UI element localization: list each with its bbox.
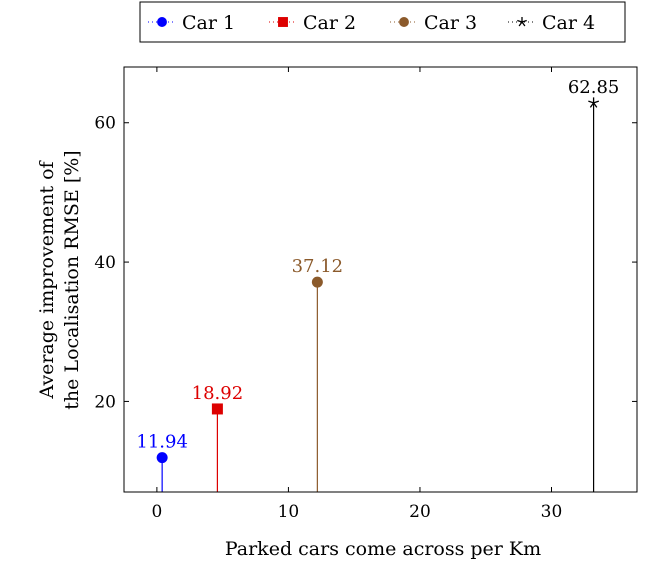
- marker-car-4: [588, 97, 600, 108]
- data-label-car-4: 62.85: [568, 77, 620, 98]
- x-tick-label: 20: [409, 502, 431, 522]
- legend-label-car-2: Car 2: [303, 12, 356, 34]
- legend-label-car-1: Car 1: [182, 12, 235, 34]
- plot-area: [123, 66, 638, 493]
- legend-label-car-4: Car 4: [542, 12, 595, 34]
- legend: Car 1 Car 2 Car 3 Car 4: [139, 1, 626, 43]
- data-label-car-1: 11.94: [136, 432, 188, 453]
- x-tick-label: 10: [278, 502, 300, 522]
- x-tick-label: 30: [541, 502, 563, 522]
- legend-box: [139, 1, 626, 43]
- legend-marker-car-2: [278, 17, 288, 27]
- legend-marker-car-3: [399, 17, 409, 27]
- legend-label-car-3: Car 3: [424, 12, 477, 34]
- data-label-car-3: 37.12: [292, 256, 344, 277]
- y-tick-label: 40: [94, 253, 116, 273]
- data-label-car-2: 18.92: [192, 383, 244, 404]
- x-axis-label: Parked cars come across per Km: [225, 538, 541, 560]
- legend-marker-car-4: [517, 17, 527, 27]
- marker-car-1: [156, 452, 168, 464]
- y-tick-label: 60: [94, 114, 116, 134]
- x-tick-label: 0: [151, 502, 162, 522]
- legend-marker-car-1: [157, 17, 167, 27]
- marker-car-2: [211, 403, 223, 415]
- marker-car-3: [311, 276, 323, 288]
- y-tick-label: 20: [94, 392, 116, 412]
- y-axis-label-line-1: Average improvement of: [36, 159, 58, 399]
- y-axis-label-line-2: the Localisation RMSE [%]: [61, 150, 83, 409]
